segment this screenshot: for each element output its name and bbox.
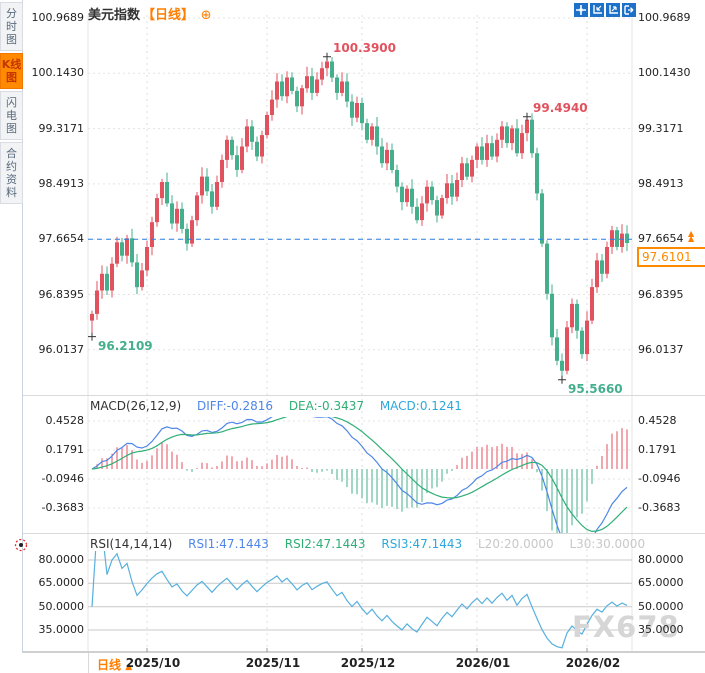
sidebar-tab-timeshare[interactable]: 分时图 bbox=[0, 2, 23, 51]
y-axis-label: 35.0000 bbox=[638, 623, 684, 636]
indicator-marker-icon[interactable] bbox=[13, 537, 29, 553]
macd-header: MACD(26,12,9) DIFF:-0.2816 DEA:-0.3437 M… bbox=[90, 399, 474, 413]
rsi1-value: RSI1:47.1443 bbox=[188, 537, 269, 551]
y-axis-label: -0.0946 bbox=[41, 472, 84, 486]
circle-plus-icon[interactable]: ⊕ bbox=[200, 8, 212, 23]
y-axis-label: 50.0000 bbox=[38, 599, 85, 613]
y-axis-label: 35.0000 bbox=[38, 623, 85, 636]
sidebar-tab-kline[interactable]: K线图 bbox=[0, 53, 23, 89]
chart-title: 美元指数 【日线】 ⊕ bbox=[88, 4, 211, 23]
chart-toolbar bbox=[574, 3, 636, 17]
price-up-arrows-icon: ▲ ▲ bbox=[688, 229, 695, 243]
zoom-out-icon[interactable] bbox=[590, 3, 604, 17]
chevron-up-icon: ▲ bbox=[125, 662, 133, 672]
y-axis-label: 0.4528 bbox=[638, 414, 677, 428]
y-axis-label: 97.6654 bbox=[38, 232, 85, 246]
timeframe-label: 日线 bbox=[97, 658, 122, 672]
watermark: FX678 bbox=[572, 610, 680, 644]
y-axis-label: 65.0000 bbox=[38, 576, 85, 590]
y-axis-label: 80.0000 bbox=[38, 553, 85, 566]
y-axis-label: 97.6654 bbox=[638, 232, 684, 246]
y-axis-label: 96.0137 bbox=[638, 342, 684, 356]
x-axis-label: 2026/01 bbox=[455, 656, 511, 670]
panel-separator bbox=[22, 395, 705, 396]
timeframe-tag: 【日线】 bbox=[142, 8, 195, 23]
low-price-annotation: 96.2109 bbox=[98, 338, 153, 353]
x-axis-bar: 日线 ▲ 2025/10 2025/11 2025/12 2026/01 2026/02 bbox=[22, 652, 705, 673]
y-axis-label: 65.0000 bbox=[638, 576, 684, 590]
y-axis-label: 99.3171 bbox=[638, 121, 684, 135]
y-axis-label: 96.8395 bbox=[638, 287, 684, 301]
y-axis-label: 100.9689 bbox=[31, 11, 85, 24]
x-axis-label: 2025/10 bbox=[125, 656, 181, 670]
y-axis-label: 100.9689 bbox=[638, 11, 691, 24]
macd-dea-value: DEA:-0.3437 bbox=[288, 399, 364, 413]
y-axis-label: -0.3683 bbox=[41, 501, 84, 515]
panel-separator bbox=[22, 533, 705, 534]
rsi-title: RSI(14,14,14) bbox=[90, 537, 173, 551]
rsi2-value: RSI2:47.1443 bbox=[284, 537, 366, 551]
x-axis-label: 2026/02 bbox=[565, 656, 621, 670]
sidebar-tab-contract-info[interactable]: 合约资料 bbox=[0, 142, 23, 204]
bottom-bar-divider bbox=[88, 653, 89, 673]
y-axis-label: 100.1430 bbox=[638, 66, 691, 80]
low-price-annotation: 95.5660 bbox=[568, 381, 623, 396]
x-axis-label: 2025/12 bbox=[340, 656, 396, 670]
high-price-annotation: 99.4940 bbox=[533, 100, 588, 115]
rsi-l20-value: L20:20.0000 bbox=[478, 537, 554, 551]
crosshair-icon[interactable] bbox=[574, 3, 588, 17]
zoom-in-icon[interactable] bbox=[606, 3, 620, 17]
y-axis-label: -0.3683 bbox=[638, 501, 681, 515]
y-axis-label: 98.4913 bbox=[38, 176, 85, 190]
last-price-box: 97.6101 bbox=[637, 247, 705, 267]
y-axis-label: 96.0137 bbox=[38, 342, 85, 356]
timeframe-selector[interactable]: 日线 ▲ bbox=[97, 656, 132, 673]
x-axis-label: 2025/11 bbox=[245, 656, 301, 670]
y-axis-label: 99.3171 bbox=[38, 121, 85, 135]
macd-macd-value: MACD:0.1241 bbox=[379, 399, 462, 413]
y-axis-label: 98.4913 bbox=[638, 176, 684, 190]
y-axis-label: -0.0946 bbox=[638, 472, 681, 486]
macd-diff-value: DIFF:-0.2816 bbox=[196, 399, 273, 413]
y-axis-label: 100.1430 bbox=[31, 66, 85, 80]
y-axis-label: 0.4528 bbox=[45, 414, 85, 428]
y-axis-label: 96.8395 bbox=[38, 287, 85, 301]
y-axis-label: 0.1791 bbox=[45, 443, 85, 457]
rsi-header: RSI(14,14,14) RSI1:47.1443 RSI2:47.1443 … bbox=[90, 537, 657, 551]
y-axis-label: 80.0000 bbox=[638, 553, 684, 566]
y-axis-label: 0.1791 bbox=[638, 443, 677, 457]
sidebar-tab-lightning[interactable]: 闪电图 bbox=[0, 91, 23, 140]
y-axis-label: 50.0000 bbox=[638, 599, 684, 613]
high-price-annotation: 100.3900 bbox=[333, 40, 397, 55]
chart-type-sidebar: 分时图 K线图 闪电图 合约资料 bbox=[0, 0, 23, 673]
macd-title: MACD(26,12,9) bbox=[90, 399, 182, 413]
pan-right-icon[interactable] bbox=[622, 3, 636, 17]
rsi-l30-value: L30:30.0000 bbox=[569, 537, 646, 551]
rsi3-value: RSI3:47.1443 bbox=[381, 537, 463, 551]
symbol-name: 美元指数 bbox=[88, 8, 141, 23]
